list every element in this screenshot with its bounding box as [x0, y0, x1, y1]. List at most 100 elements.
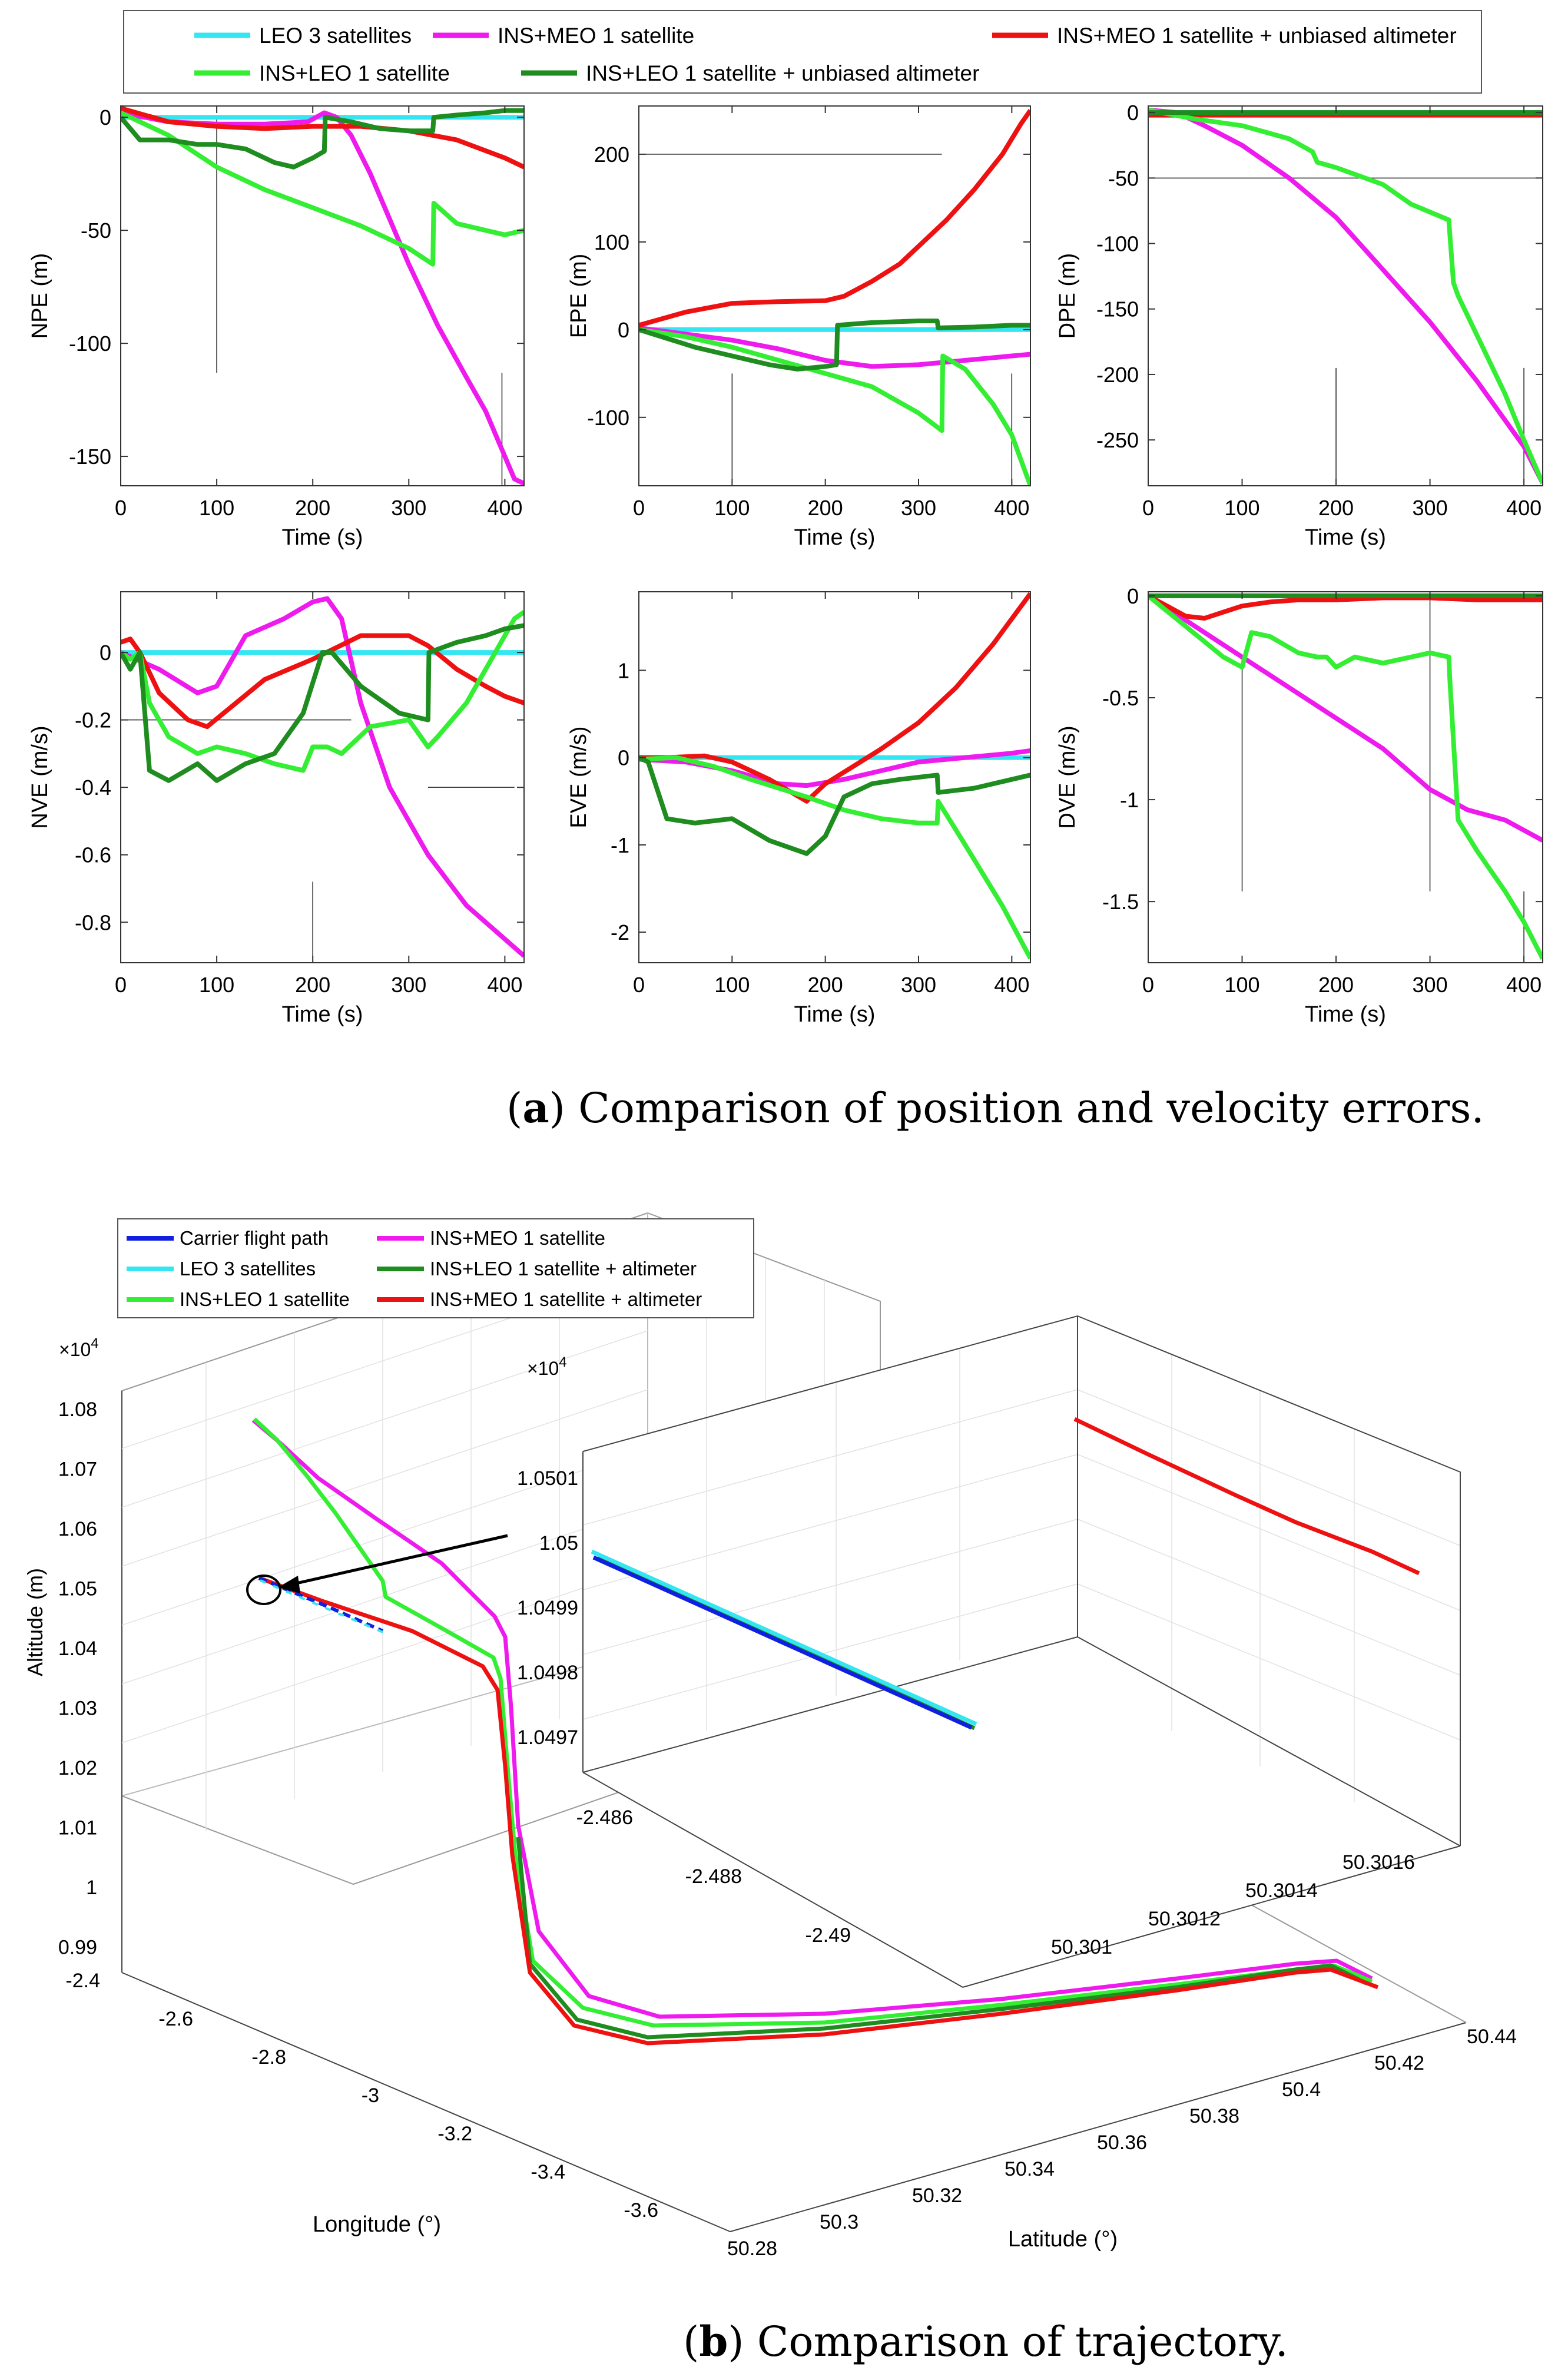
x-axis-label: Time (s) [1305, 1002, 1386, 1027]
x-tick-label: 300 [901, 496, 936, 520]
altitude-tick-label: 1.01 [58, 1817, 97, 1839]
axes-frame [1148, 105, 1543, 486]
panel-dpe: 0 100 200 300 400 0 -50 -100 -150 -200 -250 Time (s… [1055, 101, 1543, 550]
series-line [1148, 594, 1543, 843]
series-line [1148, 594, 1543, 960]
x-axis-label: Time (s) [794, 525, 876, 550]
axes-frame [1148, 591, 1543, 963]
y-tick-label: 0 [100, 105, 111, 130]
inset-latitude-tick-label: 50.301 [1051, 1936, 1112, 1958]
axes-frame [638, 105, 1031, 486]
y-tick-label: -1 [1120, 788, 1139, 812]
trajectory-ins-meo1-altimeter [258, 1576, 1379, 2046]
inset-latitude-tick-label: 50.3014 [1245, 1880, 1318, 1902]
y-axis-label: NPE (m) [28, 253, 52, 339]
altitude-tick-label: 0.99 [58, 1937, 97, 1959]
inset-leo3-line [591, 1549, 977, 1726]
longitude-tick-label: -2.6 [158, 2008, 193, 2030]
altitude-tick-label: 1.05 [58, 1578, 97, 1600]
series-line [639, 325, 1030, 369]
x-tick-label: 200 [295, 973, 330, 997]
longitude-tick-label: -2.4 [65, 1970, 100, 1992]
latitude-tick-label: 50.28 [727, 2238, 777, 2260]
series-line [639, 327, 1030, 486]
trajectory-ins-leo1 [253, 1417, 1373, 2028]
inset-longitude-tick-label: -2.486 [576, 1806, 633, 1829]
x-tick-label: 100 [199, 496, 234, 520]
latitude-tick-label: 50.32 [912, 2185, 962, 2207]
altitude-tick-label: 1.04 [58, 1638, 97, 1660]
inset-meo1-altimeter-line [1073, 1417, 1420, 1576]
x-tick-label: 200 [1318, 496, 1354, 520]
x-tick-label: 300 [391, 973, 426, 997]
series-line [639, 319, 1030, 372]
altitude-tick-label: 1.06 [58, 1518, 97, 1540]
panel-epe: 0 100 200 300 400 200 100 0 -100 Time (s) EPE (m) [566, 105, 1031, 550]
axes-frame [120, 591, 525, 963]
panel-nve: 0 100 200 300 400 0 -0.2 -0.4 -0.6 -0.8 Time (s) NV… [28, 591, 525, 1027]
x-tick-label: 0 [633, 973, 645, 997]
x-tick-label: 100 [1224, 496, 1259, 520]
latitude-tick-label: 50.4 [1282, 2079, 1321, 2101]
x-tick-label: 400 [1506, 973, 1542, 997]
series-line [639, 755, 1030, 856]
y-tick-label: 100 [594, 230, 629, 254]
inset-box: ×104 1.0501 1.05 1.0499 1.0498 1.0497 -2.486… [517, 1315, 1461, 1988]
inset-altitude-tick-label: 1.0499 [517, 1597, 578, 1619]
latitude-tick-label: 50.36 [1097, 2132, 1147, 2154]
altitude-tick-label: 1.07 [58, 1459, 97, 1481]
x-tick-label: 400 [487, 973, 522, 997]
inset-carrier-path-line [592, 1555, 973, 1730]
altitude-tick-label: 1 [86, 1877, 97, 1899]
inset-longitude-ticks: -2.486 -2.488 -2.49 [576, 1806, 851, 1947]
longitude-tick-label: -2.8 [251, 2046, 286, 2069]
longitude-tick-label: -3.4 [531, 2161, 565, 2183]
inset-altitude-tick-label: 1.0501 [517, 1467, 578, 1490]
plot-area [121, 106, 524, 486]
inset-latitude-ticks: 50.301 50.3012 50.3014 50.3016 [1051, 1851, 1415, 1958]
series-line [1148, 107, 1543, 485]
legend-b-label: Carrier flight path [180, 1227, 329, 1249]
longitude-tick-label: -3.2 [437, 2123, 472, 2145]
x-tick-label: 300 [1413, 496, 1448, 520]
y-tick-label: -0.8 [75, 910, 111, 934]
legend-b-label: INS+MEO 1 satellite + altimeter [430, 1288, 702, 1310]
inset-longitude-tick-label: -2.49 [805, 1924, 851, 1947]
x-tick-label: 300 [1413, 973, 1448, 997]
y-axis-label: NVE (m/s) [28, 725, 52, 828]
x-tick-label: 400 [1506, 496, 1542, 520]
altitude-exponent: ×104 [59, 1335, 99, 1360]
series-line [121, 110, 524, 486]
altitude-tick-label: 1.03 [58, 1698, 97, 1720]
inset-latitude-tick-label: 50.3012 [1148, 1908, 1221, 1930]
axes-frame [120, 105, 525, 486]
x-tick-label: 400 [994, 973, 1029, 997]
axes-frame [638, 591, 1031, 963]
legend-b: Carrier flight path INS+MEO 1 satellite LE… [117, 1218, 754, 1318]
plot-area [639, 106, 1030, 486]
x-axis-label: Time (s) [1305, 525, 1386, 550]
zoom-arrow [288, 1534, 508, 1587]
x-tick-label: 100 [1224, 973, 1259, 997]
y-tick-label: -50 [81, 218, 111, 243]
latitude-label: Latitude (°) [1008, 2227, 1118, 2252]
legend-b-label: INS+LEO 1 satellite [180, 1288, 350, 1310]
panel-npe: 0 100 200 300 400 0 -50 -100 -150 Time (s) NPE (m) [28, 105, 525, 550]
y-tick-label: 0 [618, 746, 629, 770]
latitude-tick-label: 50.3 [820, 2211, 858, 2233]
y-axis-label: EVE (m/s) [566, 726, 591, 828]
y-tick-label: 1 [618, 658, 629, 682]
series-line [121, 610, 524, 773]
legend-a-label: INS+MEO 1 satellite + unbiased altimeter [1057, 24, 1457, 48]
plot-area [121, 592, 524, 963]
series-line [121, 108, 524, 170]
series-line [639, 109, 1030, 328]
series-line [121, 633, 524, 730]
plot-area [1148, 106, 1543, 486]
x-tick-label: 100 [199, 973, 234, 997]
x-tick-label: 200 [808, 973, 843, 997]
y-tick-label: -2 [611, 920, 629, 944]
y-tick-label: -200 [1096, 363, 1139, 387]
altitude-label: Altitude (m) [23, 1568, 47, 1676]
